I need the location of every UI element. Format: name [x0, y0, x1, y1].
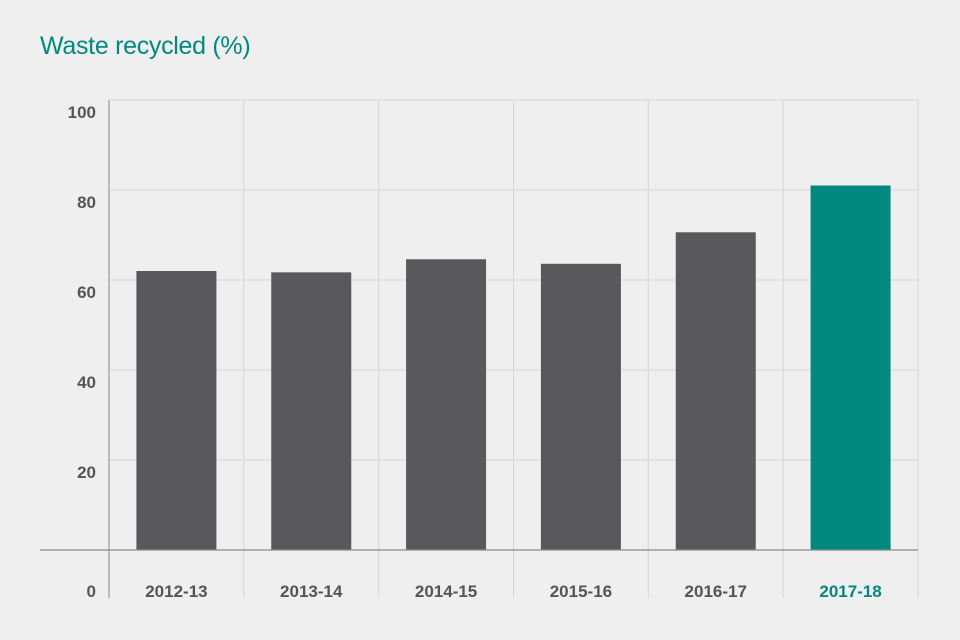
bar-2012-13	[136, 271, 217, 550]
bar-2013-14	[271, 272, 352, 550]
x-tick-label: 2012-13	[145, 582, 207, 601]
chart-title: Waste recycled (%)	[40, 32, 251, 60]
y-tick-label: 60	[77, 283, 96, 302]
y-tick-label: 20	[77, 463, 96, 482]
y-tick-label: 40	[77, 373, 96, 392]
bar-2015-16	[540, 263, 621, 550]
x-tick-label: 2013-14	[280, 582, 343, 601]
bar-2017-18	[810, 185, 891, 550]
x-tick-label: 2017-18	[819, 582, 881, 601]
x-tick-label: 2014-15	[415, 582, 477, 601]
y-tick-label: 0	[87, 582, 96, 601]
y-tick-label: 80	[77, 193, 96, 212]
y-tick-label: 100	[68, 103, 96, 122]
x-tick-label: 2015-16	[550, 582, 612, 601]
x-tick-label: 2016-17	[685, 582, 747, 601]
bar-2016-17	[675, 232, 756, 551]
bar-2014-15	[406, 259, 487, 550]
